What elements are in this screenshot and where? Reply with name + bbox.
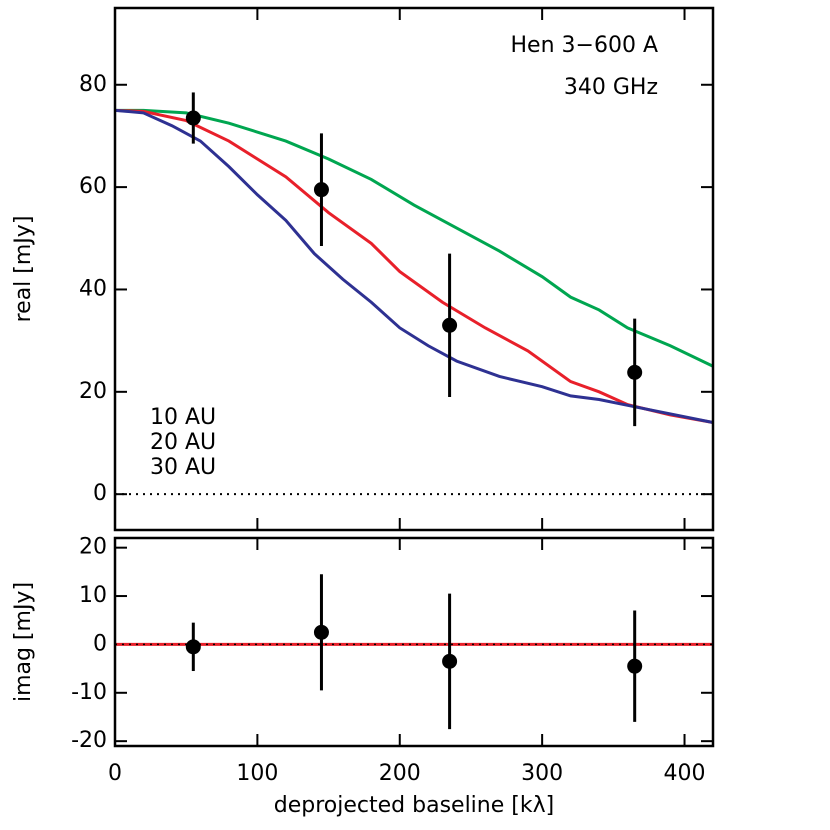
y-axis-label: imag [mJy]: [11, 582, 36, 702]
data-point: [313, 624, 329, 640]
x-axis-label: deprojected baseline [kλ]: [274, 793, 554, 818]
annotation: Hen 3−600 A: [511, 33, 658, 58]
plot-frame: [113, 536, 715, 748]
y-tick-label: 20: [79, 535, 107, 560]
x-tick-label: 400: [664, 761, 706, 786]
y-tick-label: 80: [79, 72, 107, 97]
data-point: [185, 639, 201, 655]
x-tick-label: 200: [379, 761, 421, 786]
y-tick-label: -10: [71, 680, 107, 705]
data-point: [627, 364, 643, 380]
annotation: 340 GHz: [564, 75, 658, 100]
data-point: [185, 110, 201, 126]
data-point: [442, 653, 458, 669]
model-line: [114, 108, 714, 424]
model-line: [114, 108, 714, 425]
data-point: [442, 317, 458, 333]
legend-label: 20 AU: [150, 430, 216, 455]
y-tick-label: 0: [93, 481, 107, 506]
legend-label: 30 AU: [150, 455, 216, 480]
y-tick-label: 60: [79, 174, 107, 199]
legend-label: 10 AU: [150, 405, 216, 430]
x-tick-label: 100: [236, 761, 278, 786]
y-tick-label: 20: [79, 379, 107, 404]
data-point: [313, 182, 329, 198]
y-axis-label: real [mJy]: [11, 216, 36, 323]
y-tick-label: -20: [71, 728, 107, 753]
y-tick-label: 40: [79, 276, 107, 301]
y-tick-label: 10: [79, 583, 107, 608]
plot-frame: [113, 6, 715, 532]
y-tick-label: 0: [93, 631, 107, 656]
x-tick-label: 300: [521, 761, 563, 786]
model-line: [115, 108, 714, 368]
data-point: [627, 658, 643, 674]
x-tick-label: 0: [108, 761, 122, 786]
